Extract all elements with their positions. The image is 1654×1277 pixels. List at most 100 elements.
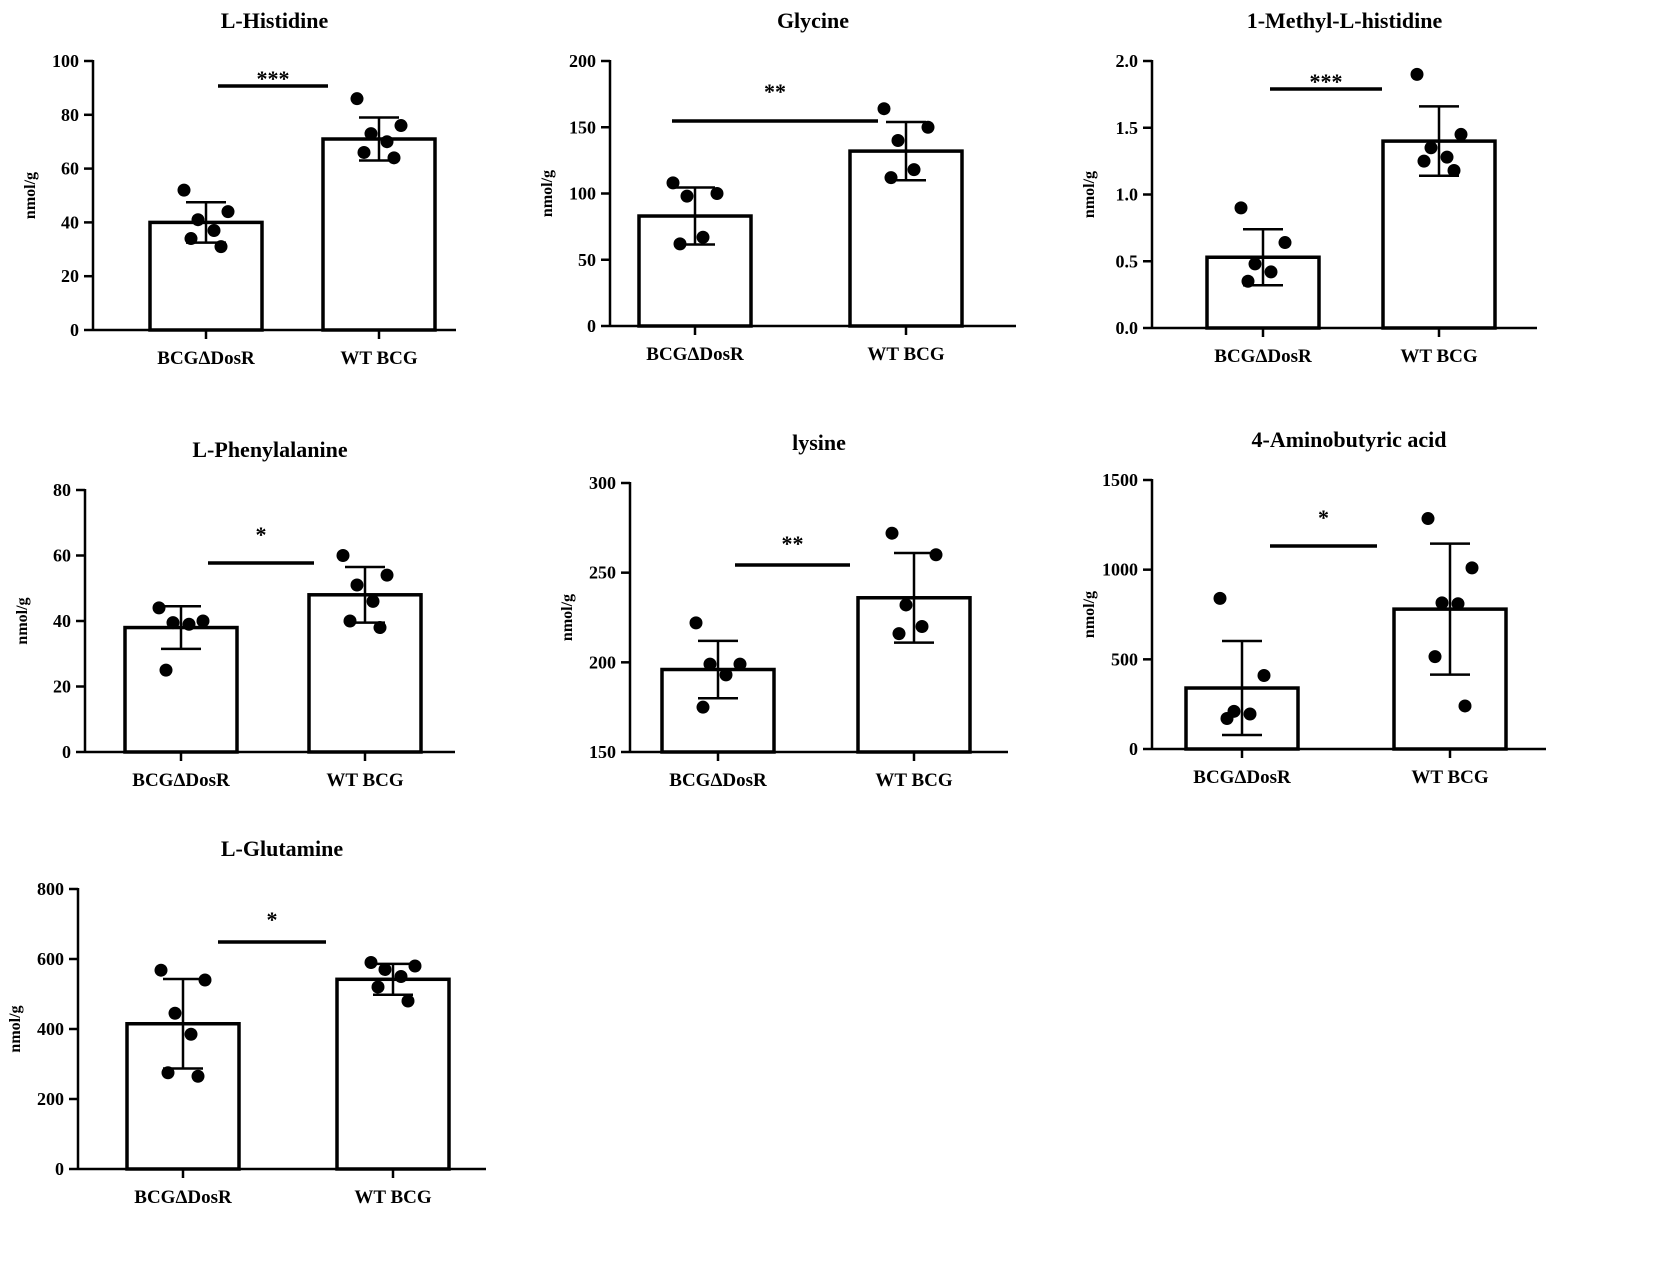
y-tick-label: 1.0 (1116, 185, 1139, 205)
y-tick-label: 150 (589, 742, 616, 762)
data-point (357, 145, 371, 159)
y-tick-label: 0 (587, 316, 596, 336)
data-point (680, 189, 694, 203)
data-point (696, 230, 710, 244)
data-point (891, 134, 905, 147)
data-point (907, 163, 921, 177)
chart-title: 1-Methyl-L-histidine (1247, 8, 1443, 33)
data-point (364, 127, 378, 141)
data-point (1410, 67, 1424, 81)
data-point (380, 568, 394, 582)
data-point (1451, 597, 1465, 611)
data-point (1220, 712, 1234, 726)
data-point (1428, 650, 1442, 664)
data-point (1243, 707, 1257, 721)
data-point (884, 171, 898, 185)
data-point (892, 627, 906, 641)
data-point (1278, 236, 1292, 250)
data-point (191, 213, 205, 227)
data-point (221, 205, 235, 219)
data-point (1213, 591, 1227, 605)
data-point (1248, 257, 1262, 271)
data-point (336, 549, 350, 562)
data-point (373, 621, 387, 635)
data-point (689, 616, 703, 630)
data-point (350, 578, 364, 592)
chart-title: lysine (792, 430, 846, 455)
data-point (394, 119, 408, 133)
data-point (1417, 154, 1431, 168)
data-point (380, 135, 394, 149)
y-tick-label: 1500 (1102, 470, 1138, 490)
significance-stars: *** (1310, 69, 1343, 94)
y-tick-label: 0 (1129, 739, 1138, 759)
data-point (408, 959, 422, 973)
x-category-label: BCGΔDosR (1193, 767, 1291, 788)
data-point (673, 237, 687, 251)
chart-title: 4-Aminobutyric acid (1252, 427, 1447, 452)
y-tick-label: 100 (569, 184, 596, 204)
y-tick-label: 0 (62, 742, 71, 762)
data-point (214, 240, 228, 254)
data-point (182, 617, 196, 631)
chart-title: L-Histidine (221, 8, 329, 33)
significance-stars: *** (257, 66, 290, 91)
data-point (1435, 596, 1449, 610)
data-point (719, 668, 733, 682)
data-point (401, 994, 415, 1008)
data-point (191, 1069, 205, 1083)
x-category-label: BCGΔDosR (157, 348, 255, 369)
y-tick-label: 0 (70, 320, 79, 340)
y-tick-label: 600 (37, 949, 64, 969)
chart-panel-5: lysine nmol/g 150 200 250 300 BCGΔDosR WT BCG ** (559, 430, 1008, 791)
data-point (1454, 127, 1468, 141)
y-tick-label: 200 (569, 51, 596, 71)
data-point (1264, 265, 1278, 279)
data-point (166, 616, 180, 630)
data-point (161, 1066, 175, 1080)
y-tick-label: 0 (55, 1159, 64, 1179)
bar-wt (321, 137, 437, 332)
data-point (343, 614, 357, 628)
y-tick-label: 50 (578, 250, 596, 270)
y-tick-label: 20 (53, 677, 71, 697)
data-point (733, 657, 747, 671)
significance-stars: * (256, 522, 267, 547)
y-tick-label: 300 (589, 473, 616, 493)
chart-panel-7: L-Glutamine nmol/g 0 200 400 600 800 BCGΔDosR WT… (7, 836, 486, 1208)
data-point (666, 176, 680, 190)
significance-stars: ** (782, 531, 804, 556)
x-category-label: BCGΔDosR (669, 770, 767, 791)
y-tick-label: 40 (61, 212, 79, 232)
y-tick-label: 200 (37, 1089, 64, 1109)
significance-stars: ** (764, 79, 786, 104)
y-tick-label: 1.5 (1116, 118, 1139, 138)
data-point (1234, 201, 1248, 215)
x-category-label: WT BCG (867, 344, 944, 365)
data-point (1257, 668, 1271, 682)
y-tick-label: 80 (61, 105, 79, 125)
data-point (1447, 163, 1461, 177)
data-point (1421, 512, 1435, 526)
y-tick-label: 100 (52, 51, 79, 71)
chart-title: L-Glutamine (221, 836, 343, 861)
data-point (364, 956, 378, 969)
chart-panel-1: L-Histidine nmol/g 0 20 40 60 80 100 BCGΔDosR WT … (22, 8, 456, 369)
data-point (154, 963, 168, 977)
x-category-label: BCGΔDosR (132, 770, 230, 791)
significance-stars: * (267, 907, 278, 932)
data-point (184, 1027, 198, 1041)
y-axis-label: nmol/g (7, 1005, 24, 1052)
y-tick-label: 80 (53, 480, 71, 500)
x-category-label: BCGΔDosR (1214, 346, 1312, 367)
data-point (899, 598, 913, 612)
data-point (159, 663, 173, 677)
y-tick-label: 0.5 (1116, 251, 1139, 271)
data-point (168, 1006, 182, 1020)
data-point (177, 183, 191, 197)
data-point (696, 700, 710, 714)
y-tick-label: 150 (569, 117, 596, 137)
chart-panel-3: 1-Methyl-L-histidine nmol/g 0.0 0.5 1.0 1.5 2.… (1081, 8, 1537, 367)
y-axis-label: nmol/g (22, 172, 39, 219)
